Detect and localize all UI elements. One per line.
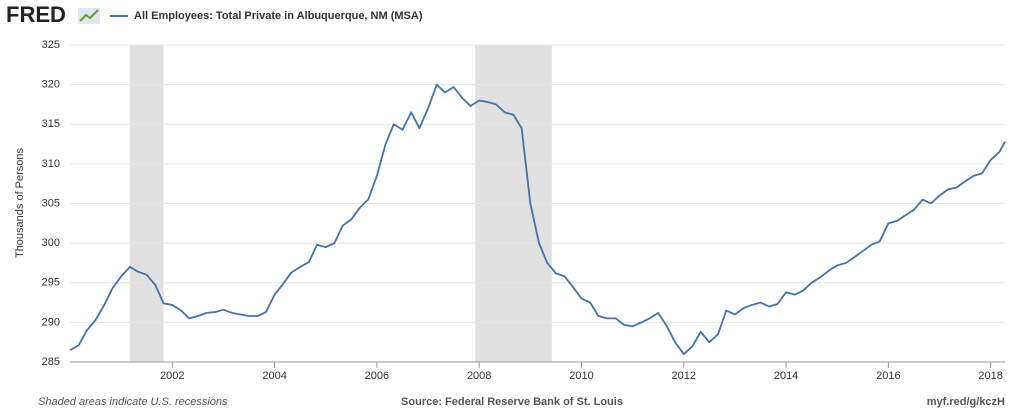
- data-line: [69, 83, 1006, 355]
- footer-source: Source: Federal Reserve Bank of St. Loui…: [401, 396, 623, 408]
- x-tick-label: 2002: [160, 370, 184, 382]
- x-tick-label: 2018: [978, 370, 1002, 382]
- footer-link: myf.red/g/kczH: [927, 396, 1005, 408]
- x-tick-label: 2008: [467, 370, 491, 382]
- y-tick-label: 320: [42, 79, 60, 91]
- x-tick-label: 2010: [569, 370, 593, 382]
- logo-icon: [78, 8, 100, 24]
- y-tick-label: 305: [42, 197, 60, 209]
- logo: FRED: [6, 2, 66, 27]
- x-tick-label: 2006: [365, 370, 389, 382]
- legend-label: All Employees: Total Private in Albuquer…: [134, 10, 423, 22]
- y-axis-label: Thousands of Persons: [14, 147, 26, 258]
- y-tick-label: 310: [42, 158, 60, 170]
- y-tick-label: 315: [42, 118, 60, 130]
- x-tick-label: 2004: [262, 370, 286, 382]
- y-tick-label: 325: [42, 39, 60, 51]
- y-tick-label: 285: [42, 356, 60, 368]
- y-tick-label: 295: [42, 277, 60, 289]
- y-tick-label: 290: [42, 316, 60, 328]
- x-tick-label: 2012: [672, 370, 696, 382]
- x-tick-label: 2016: [876, 370, 900, 382]
- y-tick-label: 300: [42, 237, 60, 249]
- footer-note: Shaded areas indicate U.S. recessions: [38, 396, 228, 408]
- x-tick-label: 2014: [774, 370, 798, 382]
